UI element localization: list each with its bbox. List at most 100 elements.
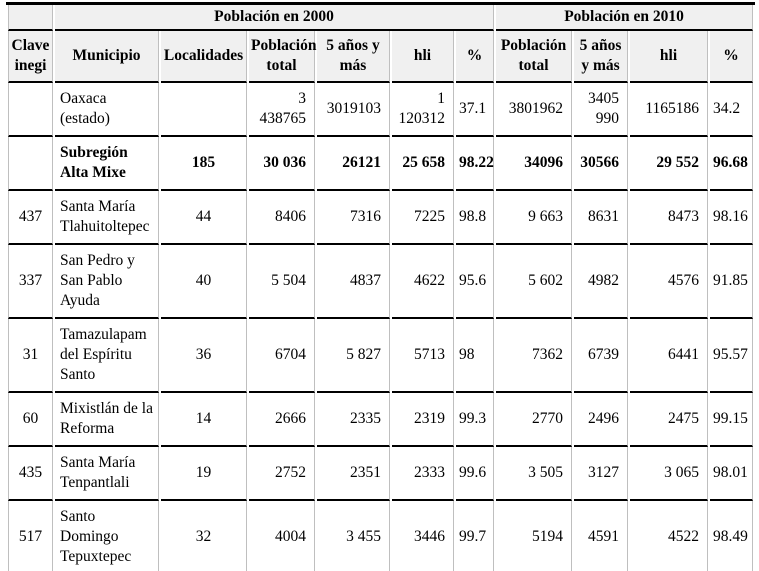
cell-hli-2010: 1165186 <box>630 83 709 137</box>
column-header-5-anos-2000: 5 años y más <box>317 31 390 83</box>
cell-pct-2000: 37.1 <box>456 83 495 137</box>
cell-pct-2010: 91.85 <box>710 245 754 319</box>
cell-poblacion-total-2000: 5 504 <box>249 245 315 319</box>
cell-pct-2010: 99.15 <box>710 393 754 447</box>
table-row: 517 Santo Domingo Tepuxtepec 32 4004 3 4… <box>8 501 754 571</box>
cell-5-anos-2000: 3019103 <box>317 83 390 137</box>
cell-localidades: 40 <box>161 245 247 319</box>
table-row: 435 Santa María Tenpantlali 19 2752 2351… <box>8 447 754 501</box>
column-header-municipio: Municipio <box>55 31 159 83</box>
cell-poblacion-total-2000: 4004 <box>249 501 315 571</box>
cell-poblacion-total-2010: 5 602 <box>496 245 573 319</box>
cell-poblacion-total-2010: 3801962 <box>496 83 573 137</box>
cell-5-anos-2010: 30566 <box>574 137 629 191</box>
column-header-pct-2000: % <box>456 31 495 83</box>
cell-5-anos-2000: 3 455 <box>317 501 390 571</box>
cell-poblacion-total-2000: 3 438765 <box>249 83 315 137</box>
cell-municipio: Santa María Tenpantlali <box>55 447 159 501</box>
cell-localidades: 36 <box>161 319 247 393</box>
column-header-poblacion-total-2010: Población total <box>496 31 573 83</box>
cell-pct-2010: 95.57 <box>710 319 754 393</box>
cell-pct-2010: 96.68 <box>710 137 754 191</box>
cell-pct-2010: 98.16 <box>710 191 754 245</box>
cell-poblacion-total-2000: 8406 <box>249 191 315 245</box>
cell-poblacion-total-2000: 2666 <box>249 393 315 447</box>
column-header-5-anos-2010: 5 años y más <box>574 31 629 83</box>
cell-clave <box>8 137 53 191</box>
cell-pct-2010: 98.49 <box>710 501 754 571</box>
cell-pct-2000: 99.6 <box>456 447 495 501</box>
cell-hli-2000: 2333 <box>392 447 454 501</box>
cell-hli-2000: 5713 <box>392 319 454 393</box>
cell-5-anos-2010: 3405 990 <box>574 83 629 137</box>
cell-municipio: San Pedro y San Pablo Ayuda <box>55 245 159 319</box>
cell-clave: 31 <box>8 319 53 393</box>
cell-municipio: Tamazulapam del Espíritu Santo <box>55 319 159 393</box>
cell-hli-2000: 4622 <box>392 245 454 319</box>
column-header-clave-inegi: Clave inegi <box>8 31 53 83</box>
cell-pct-2000: 99.3 <box>456 393 495 447</box>
cell-clave: 517 <box>8 501 53 571</box>
table-body: Oaxaca (estado) 3 438765 3019103 1 12031… <box>8 83 754 571</box>
cell-hli-2000: 2319 <box>392 393 454 447</box>
cell-localidades: 32 <box>161 501 247 571</box>
table-row: 437 Santa María Tlahuitoltepec 44 8406 7… <box>8 191 754 245</box>
cell-municipio: Santa María Tlahuitoltepec <box>55 191 159 245</box>
cell-5-anos-2000: 4837 <box>317 245 390 319</box>
cell-pct-2000: 99.7 <box>456 501 495 571</box>
cell-5-anos-2010: 6739 <box>574 319 629 393</box>
column-header-pct-2010: % <box>710 31 754 83</box>
table-row: Oaxaca (estado) 3 438765 3019103 1 12031… <box>8 83 754 137</box>
cell-pct-2000: 98.22 <box>456 137 495 191</box>
cell-clave <box>8 83 53 137</box>
cell-hli-2000: 1 120312 <box>392 83 454 137</box>
group-header-2000: Población en 2000 <box>55 5 495 31</box>
cell-poblacion-total-2000: 30 036 <box>249 137 315 191</box>
table-row: 337 San Pedro y San Pablo Ayuda 40 5 504… <box>8 245 754 319</box>
cell-5-anos-2000: 2351 <box>317 447 390 501</box>
cell-pct-2010: 34.2 <box>710 83 754 137</box>
cell-5-anos-2010: 4982 <box>574 245 629 319</box>
table-row: 60 Mixistlán de la Reforma 14 2666 2335 … <box>8 393 754 447</box>
cell-hli-2000: 3446 <box>392 501 454 571</box>
cell-poblacion-total-2010: 9 663 <box>496 191 573 245</box>
cell-poblacion-total-2010: 3 505 <box>496 447 573 501</box>
cell-municipio: Subregión Alta Mixe <box>55 137 159 191</box>
column-header-hli-2000: hli <box>392 31 454 83</box>
cell-hli-2010: 3 065 <box>630 447 709 501</box>
cell-poblacion-total-2010: 34096 <box>496 137 573 191</box>
cell-localidades: 14 <box>161 393 247 447</box>
population-table: Población en 2000 Población en 2010 Clav… <box>6 2 756 571</box>
cell-pct-2000: 95.6 <box>456 245 495 319</box>
cell-5-anos-2000: 2335 <box>317 393 390 447</box>
cell-localidades: 19 <box>161 447 247 501</box>
cell-hli-2000: 7225 <box>392 191 454 245</box>
cell-pct-2000: 98.8 <box>456 191 495 245</box>
cell-5-anos-2010: 8631 <box>574 191 629 245</box>
cell-municipio: Mixistlán de la Reforma <box>55 393 159 447</box>
cell-5-anos-2000: 7316 <box>317 191 390 245</box>
table-row: 31 Tamazulapam del Espíritu Santo 36 670… <box>8 319 754 393</box>
cell-hli-2010: 29 552 <box>630 137 709 191</box>
cell-hli-2000: 25 658 <box>392 137 454 191</box>
cell-localidades: 185 <box>161 137 247 191</box>
cell-5-anos-2010: 4591 <box>574 501 629 571</box>
group-header-empty <box>8 5 53 31</box>
cell-pct-2010: 98.01 <box>710 447 754 501</box>
table-header: Población en 2000 Población en 2010 Clav… <box>8 5 754 83</box>
cell-hli-2010: 4576 <box>630 245 709 319</box>
cell-clave: 337 <box>8 245 53 319</box>
cell-poblacion-total-2000: 2752 <box>249 447 315 501</box>
cell-poblacion-total-2000: 6704 <box>249 319 315 393</box>
group-header-row: Población en 2000 Población en 2010 <box>8 5 754 31</box>
cell-5-anos-2000: 5 827 <box>317 319 390 393</box>
cell-hli-2010: 2475 <box>630 393 709 447</box>
column-header-row: Clave inegi Municipio Localidades Poblac… <box>8 31 754 83</box>
cell-clave: 60 <box>8 393 53 447</box>
cell-localidades <box>161 83 247 137</box>
cell-5-anos-2010: 3127 <box>574 447 629 501</box>
column-header-localidades: Localidades <box>161 31 247 83</box>
cell-hli-2010: 8473 <box>630 191 709 245</box>
cell-poblacion-total-2010: 7362 <box>496 319 573 393</box>
cell-municipio: Oaxaca (estado) <box>55 83 159 137</box>
